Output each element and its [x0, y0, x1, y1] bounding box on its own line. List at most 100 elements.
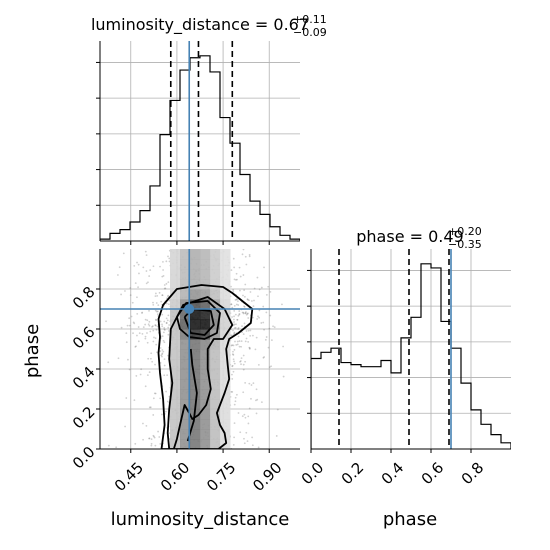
density-cell [190, 259, 201, 270]
scatter-point [152, 414, 155, 416]
scatter-point [254, 348, 257, 351]
scatter-point [235, 298, 238, 301]
density-cell [170, 339, 181, 350]
scatter-point [235, 393, 238, 396]
scatter-point [124, 290, 126, 292]
scatter-point [135, 345, 137, 348]
scatter-point [263, 328, 265, 331]
density-cell [210, 249, 221, 260]
scatter-point [154, 337, 157, 340]
scatter-point [247, 422, 250, 425]
ld-hist-step [100, 55, 300, 241]
scatter-point [253, 287, 256, 290]
scatter-point [240, 340, 243, 343]
scatter-point [165, 410, 167, 413]
density-cell [190, 339, 201, 350]
scatter-point [152, 329, 155, 332]
density-cell [170, 359, 181, 370]
density-cell [200, 279, 211, 290]
scatter-point [265, 311, 268, 314]
density-cell [210, 269, 221, 280]
scatter-point [163, 320, 166, 323]
scatter-point [166, 400, 169, 403]
scatter-point [159, 397, 162, 400]
scatter-point [168, 299, 171, 302]
scatter-point [248, 407, 251, 410]
scatter-point [147, 323, 150, 326]
scatter-point [237, 304, 240, 306]
scatter-point [168, 257, 171, 260]
scatter-point [242, 333, 245, 336]
scatter-point [151, 326, 153, 328]
scatter-point [163, 374, 166, 377]
scatter-point [235, 344, 238, 346]
ld-ticks [96, 61, 270, 245]
scatter-point [161, 275, 164, 278]
scatter-point [270, 365, 273, 368]
scatter-point [246, 312, 249, 315]
scatter-point [253, 299, 255, 302]
scatter-point [265, 336, 268, 338]
scatter-point [233, 436, 235, 439]
scatter-point [167, 326, 170, 329]
density-cell [190, 389, 201, 400]
scatter-point [234, 396, 237, 399]
scatter-point [233, 321, 235, 323]
scatter-point [272, 325, 274, 328]
density-cell [210, 349, 221, 360]
scatter-point [244, 416, 247, 419]
scatter-xtick-label: 0.60 [157, 459, 193, 495]
scatter-point [236, 318, 239, 321]
scatter-point [248, 255, 251, 258]
scatter-point [269, 291, 272, 293]
scatter-point [133, 399, 136, 402]
scatter-point [237, 328, 240, 330]
scatter-point [150, 438, 153, 441]
scatter-point [162, 339, 165, 342]
density-cell [190, 359, 201, 370]
scatter-point [238, 340, 241, 342]
scatter-point [231, 364, 234, 367]
scatter-point [146, 332, 148, 334]
scatter-ytick-label: 0.8 [69, 283, 99, 313]
scatter-point [240, 357, 243, 360]
scatter-point [167, 255, 169, 258]
scatter-point [124, 425, 126, 428]
scatter-point [233, 305, 236, 307]
scatter-point [247, 317, 250, 319]
scatter-point [161, 294, 164, 297]
scatter-point [234, 340, 236, 343]
scatter-point [243, 442, 246, 445]
phase-histogram [311, 263, 511, 449]
scatter-point [230, 390, 233, 393]
scatter-point [146, 319, 149, 322]
scatter-point [247, 415, 250, 418]
scatter-point [168, 324, 171, 326]
density-cell [170, 389, 181, 400]
scatter-point [257, 363, 260, 366]
scatter-point [151, 325, 154, 328]
scatter-point [232, 329, 234, 332]
phase-xtick-label: 0.8 [458, 459, 488, 489]
scatter-point [258, 309, 261, 312]
density-cell [180, 269, 191, 280]
density-cell [190, 419, 201, 430]
scatter-point [127, 358, 129, 361]
scatter-point [144, 335, 147, 338]
density-cell [220, 269, 231, 280]
scatter-point [260, 401, 263, 403]
scatter-point [243, 289, 246, 292]
scatter-point [247, 329, 250, 332]
scatter-point [149, 330, 152, 333]
density-cell [220, 259, 231, 270]
density-cell [180, 419, 191, 430]
scatter-point [167, 333, 170, 336]
scatter-point [129, 287, 132, 289]
scatter-point [161, 335, 164, 338]
scatter-point [233, 360, 235, 363]
density-cell [220, 249, 231, 260]
scatter-point [231, 365, 234, 368]
scatter-point [156, 313, 159, 316]
scatter-point [232, 324, 235, 326]
scatter-point [162, 269, 165, 271]
